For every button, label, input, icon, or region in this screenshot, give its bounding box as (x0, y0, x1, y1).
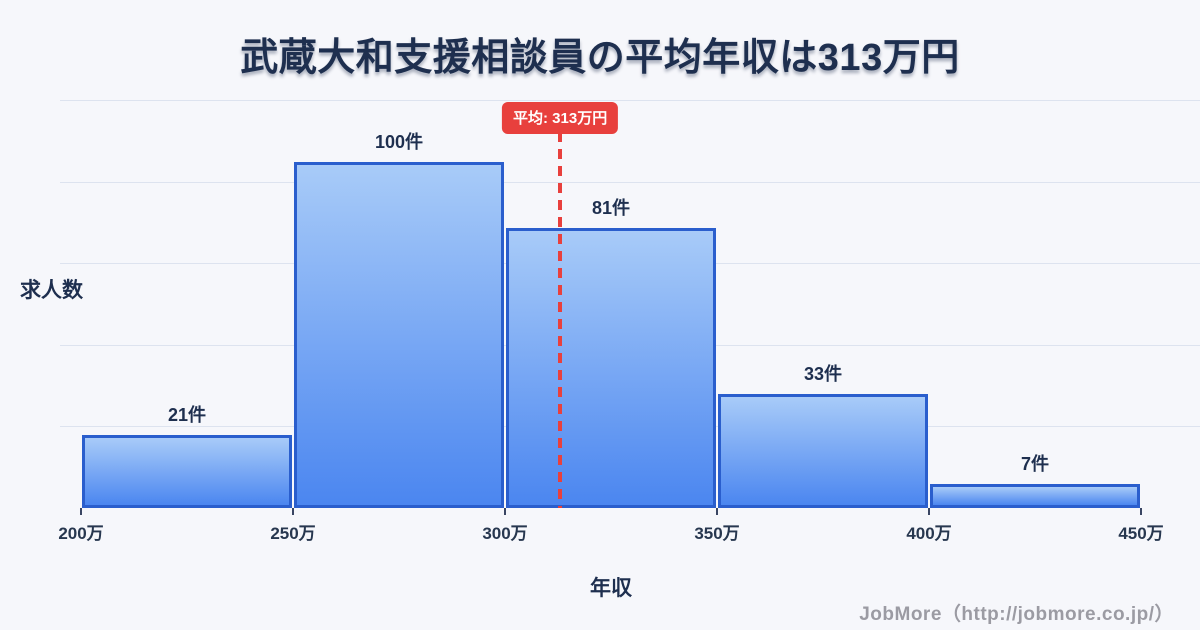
histogram-bar (294, 162, 504, 508)
gridline (60, 181, 1200, 183)
x-tick-label: 200万 (58, 524, 104, 543)
histogram-bar (82, 435, 292, 508)
x-tick-label: 350万 (694, 524, 740, 543)
gridline (60, 100, 1200, 101)
x-tick-mark (1140, 508, 1142, 515)
y-axis-title: 求人数 (20, 279, 83, 302)
bar-value-label: 21件 (167, 405, 207, 426)
x-tick-mark (928, 508, 930, 515)
histogram-bar (718, 393, 928, 508)
histogram-bar (930, 483, 1140, 508)
bar-value-label: 81件 (591, 197, 631, 218)
watermark: JobMore（http://jobmore.co.jp/） (859, 604, 1174, 625)
x-tick-label: 450万 (1118, 524, 1164, 543)
chart-title: 武蔵大和支援相談員の平均年収は313万円 (240, 37, 960, 79)
x-tick-mark (292, 508, 294, 515)
bar-value-label: 33件 (803, 363, 843, 384)
average-line (558, 132, 563, 508)
x-tick-label: 300万 (482, 524, 528, 543)
x-axis-title: 年収 (590, 577, 632, 600)
x-tick-mark (504, 508, 506, 515)
histogram-bar (506, 227, 716, 508)
plot-area: 21件 100件 81件 33件 7件 200万 250万 300万 350万 400万 450万… (58, 100, 1200, 543)
bar-value-label: 7件 (1020, 453, 1050, 474)
x-tick-label: 250万 (270, 524, 316, 543)
average-badge: 平均: 313万円 (502, 102, 619, 134)
bar-value-label: 100件 (374, 132, 424, 153)
x-tick-mark (80, 508, 82, 515)
x-tick-label: 400万 (906, 524, 952, 543)
x-tick-mark (716, 508, 718, 515)
